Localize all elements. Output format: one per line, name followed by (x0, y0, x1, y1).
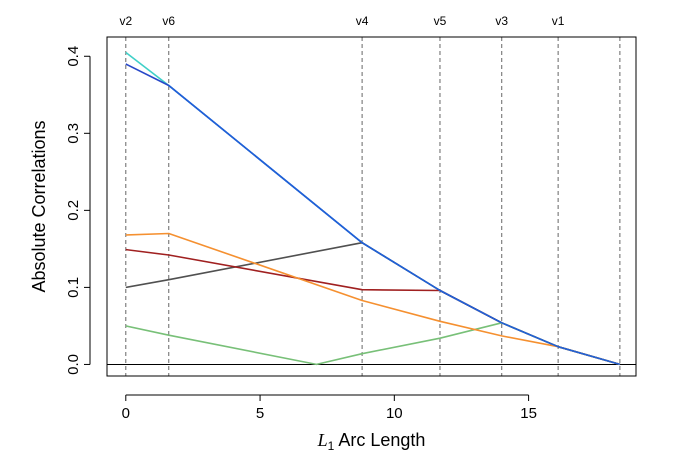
x-axis-title-symbol: L (317, 430, 328, 450)
y-tick-label: 0.4 (65, 46, 82, 67)
x-axis-title-rest: Arc Length (334, 430, 425, 450)
x-tick-label: 0 (122, 405, 130, 422)
series-lines (125, 51, 621, 366)
x-axis-title: L1 Arc Length (317, 430, 426, 453)
y-axis-title: Absolute Correlations (29, 120, 49, 292)
x-axis-title-subscript: 1 (328, 439, 335, 453)
y-axis: 0.0 0.1 0.2 0.3 0.4 (65, 46, 91, 375)
x-tick-label: 5 (256, 405, 264, 422)
y-tick-label: 0.1 (65, 277, 82, 298)
series-line-v1 (125, 232, 621, 366)
step-label-v6: v6 (162, 14, 175, 28)
y-tick-label: 0.2 (65, 200, 82, 221)
step-labels: v2 v6 v4 v5 v3 v1 (119, 14, 564, 28)
series-line-blue-path (168, 84, 621, 366)
series-line-v5 (125, 248, 621, 366)
step-label-v3: v3 (495, 14, 508, 28)
step-label-v4: v4 (356, 14, 369, 28)
series-line-v2 (125, 51, 621, 366)
plot-frame (106, 36, 637, 377)
x-tick-label: 15 (520, 405, 537, 422)
y-tick-label: 0.0 (65, 354, 82, 375)
x-axis: 0 5 10 15 (122, 394, 537, 422)
step-label-v2: v2 (119, 14, 132, 28)
step-lines (125, 37, 621, 376)
series-line-v6 (125, 63, 621, 366)
step-label-v1: v1 (552, 14, 565, 28)
step-label-v5: v5 (434, 14, 447, 28)
x-tick-label: 10 (386, 405, 403, 422)
y-tick-label: 0.3 (65, 123, 82, 144)
